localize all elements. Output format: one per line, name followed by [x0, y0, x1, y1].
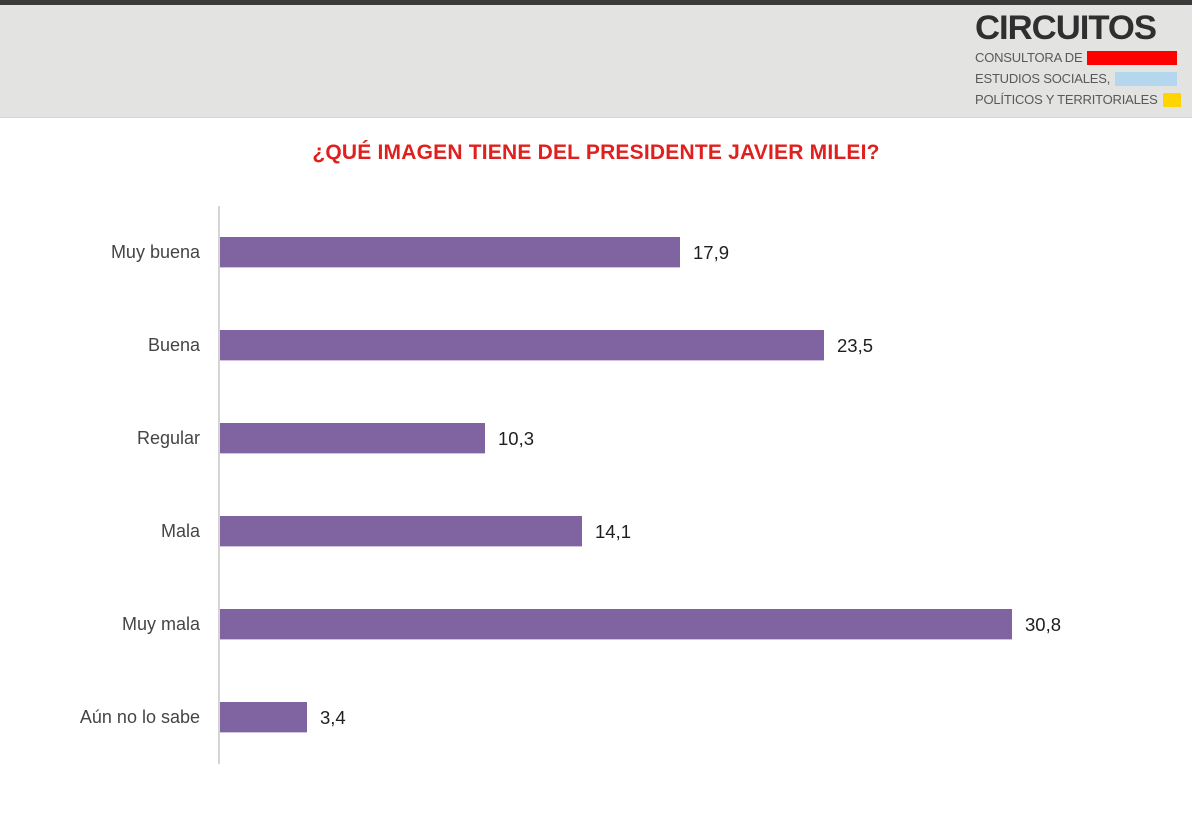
tagline-row: POLÍTICOS Y TERRITORIALES: [975, 91, 1181, 108]
value-label: 3,4: [320, 706, 346, 728]
bar: [220, 423, 485, 454]
value-label: 14,1: [595, 520, 632, 542]
bar-rows: Muy buena 17,9 Buena 23,5 Regular 10,3 Mala 14,…: [0, 206, 1192, 764]
plot-cell: 17,9: [218, 206, 1192, 299]
bar: [220, 330, 824, 361]
category-label: Buena: [147, 335, 200, 355]
top-accent-bar: [0, 0, 1192, 5]
bar: [220, 516, 582, 547]
bar-row: Aún no lo sabe 3,4: [0, 671, 1192, 764]
plot-cell: 10,3: [218, 392, 1192, 485]
plot-cell: 14,1: [218, 485, 1192, 578]
lightblue-swatch: [1115, 71, 1177, 86]
red-swatch: [1087, 50, 1177, 65]
plot-cell: 23,5: [218, 299, 1192, 392]
value-label: 10,3: [498, 427, 535, 449]
value-label: 30,8: [1025, 613, 1062, 635]
value-label: 23,5: [837, 334, 874, 356]
bar-row: Muy buena 17,9: [0, 206, 1192, 299]
plot-cell: 30,8: [218, 578, 1192, 671]
category-label: Muy mala: [121, 614, 200, 634]
bar-row: Buena 23,5: [0, 299, 1192, 392]
chart-title: ¿QUÉ IMAGEN TIENE DEL PRESIDENTE JAVIER …: [312, 141, 880, 164]
category-label: Mala: [160, 521, 200, 541]
category-label: Muy buena: [110, 242, 200, 262]
tagline-text: ESTUDIOS SOCIALES,: [975, 71, 1111, 86]
tagline-row: CONSULTORA DE: [975, 49, 1177, 66]
tagline-text: POLÍTICOS Y TERRITORIALES: [975, 92, 1158, 107]
value-label: 17,9: [693, 241, 730, 263]
bar: [220, 237, 680, 268]
header: CIRCUITOS CONSULTORA DE ESTUDIOS SOCIALES…: [0, 5, 1192, 118]
category-label: Regular: [136, 428, 200, 448]
bar-row: Mala 14,1: [0, 485, 1192, 578]
brand-name: CIRCUITOS: [975, 9, 1157, 47]
yellow-swatch: [1162, 92, 1181, 107]
bar-chart: Muy buena 17,9 Buena 23,5 Regular 10,3 Mala 14,…: [0, 206, 1192, 764]
bar: [220, 609, 1012, 640]
bar: [220, 702, 307, 733]
bar-row: Regular 10,3: [0, 392, 1192, 485]
plot-cell: 3,4: [218, 671, 1192, 764]
tagline-text: CONSULTORA DE: [975, 50, 1083, 65]
brand-taglines: CONSULTORA DE ESTUDIOS SOCIALES, POLÍTICOS…: [975, 49, 1181, 108]
category-label: Aún no lo sabe: [79, 707, 200, 727]
bar-row: Muy mala 30,8: [0, 578, 1192, 671]
tagline-row: ESTUDIOS SOCIALES,: [975, 70, 1177, 87]
brand-logo: CIRCUITOS CONSULTORA DE ESTUDIOS SOCIALES…: [975, 11, 1181, 108]
